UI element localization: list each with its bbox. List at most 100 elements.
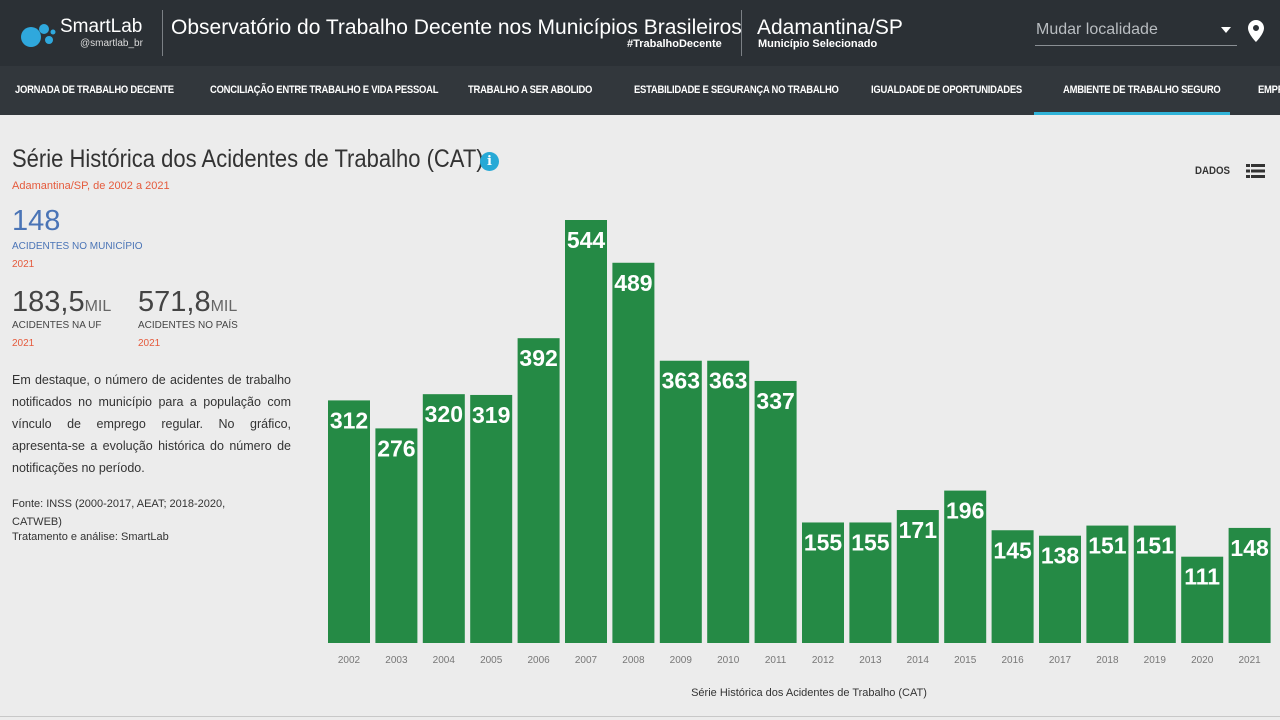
location-select[interactable]: Mudar localidade bbox=[1035, 18, 1237, 46]
bar-2014[interactable] bbox=[896, 510, 939, 643]
kpi-pais-unit: MIL bbox=[210, 298, 238, 315]
kpi-uf-year: 2021 bbox=[12, 338, 35, 349]
kpi-pais-value: 571,8 bbox=[138, 286, 211, 318]
x-tick-label: 2007 bbox=[575, 655, 598, 666]
bar-2011[interactable] bbox=[754, 380, 797, 643]
x-tick-label: 2003 bbox=[385, 655, 408, 666]
nav-tab-ambiente-seguro[interactable]: AMBIENTE DE TRABALHO SEGURO bbox=[1063, 84, 1221, 96]
kpi-pais-year: 2021 bbox=[138, 338, 161, 349]
bar-value-label: 148 bbox=[1230, 535, 1269, 561]
header-divider bbox=[162, 10, 163, 56]
data-view-label[interactable]: DADOS bbox=[1195, 165, 1230, 177]
caret-down-icon bbox=[1221, 27, 1231, 33]
bar-2019[interactable] bbox=[1133, 525, 1176, 643]
bar-value-label: 320 bbox=[425, 401, 463, 427]
x-tick-label: 2006 bbox=[527, 655, 550, 666]
active-tab-indicator bbox=[1034, 112, 1230, 115]
bar-2021[interactable] bbox=[1228, 527, 1271, 643]
nav-tab-jornada[interactable]: JORNADA DE TRABALHO DECENTE bbox=[15, 84, 174, 96]
bar-2015[interactable] bbox=[944, 490, 987, 643]
treatment-text: Tratamento e análise: SmartLab bbox=[12, 531, 169, 543]
x-tick-label: 2013 bbox=[859, 655, 882, 666]
x-tick-label: 2005 bbox=[480, 655, 503, 666]
bar-value-label: 196 bbox=[946, 498, 984, 524]
x-tick-label: 2020 bbox=[1191, 655, 1214, 666]
nav-tab-conciliacao[interactable]: CONCILIAÇÃO ENTRE TRABALHO E VIDA PESSOA… bbox=[210, 84, 439, 96]
kpi-uf-label: ACIDENTES NA UF bbox=[12, 320, 102, 331]
x-tick-label: 2017 bbox=[1049, 655, 1072, 666]
x-tick-label: 2019 bbox=[1144, 655, 1167, 666]
x-axis-title: Série Histórica dos Acidentes de Trabalh… bbox=[691, 687, 927, 699]
selected-city-label: Município Selecionado bbox=[758, 38, 878, 50]
header-divider bbox=[741, 10, 742, 56]
x-tick-label: 2009 bbox=[670, 655, 693, 666]
smartlab-logo[interactable]: SmartLab @smartlab_br bbox=[20, 16, 160, 52]
x-tick-label: 2016 bbox=[1001, 655, 1024, 666]
bar-value-label: 171 bbox=[899, 517, 938, 543]
kpi-municipio-year: 2021 bbox=[12, 259, 35, 270]
x-tick-label: 2002 bbox=[338, 655, 361, 666]
bar-2012[interactable] bbox=[802, 522, 844, 643]
x-tick-label: 2004 bbox=[433, 655, 456, 666]
bar-value-label: 392 bbox=[519, 345, 557, 371]
x-tick-label: 2008 bbox=[622, 655, 645, 666]
kpi-municipio-label: ACIDENTES NO MUNICÍPIO bbox=[12, 241, 143, 252]
bar-value-label: 544 bbox=[567, 227, 606, 253]
x-tick-label: 2011 bbox=[765, 655, 787, 666]
kpi-pais: 571,8MIL bbox=[138, 286, 237, 319]
x-tick-label: 2021 bbox=[1238, 655, 1261, 666]
bar-value-label: 319 bbox=[472, 402, 510, 428]
bar-2009[interactable] bbox=[659, 360, 702, 643]
kpi-uf-unit: MIL bbox=[84, 298, 112, 315]
bar-2018[interactable] bbox=[1086, 525, 1129, 643]
description-text: Em destaque, o número de acidentes de tr… bbox=[12, 373, 291, 475]
bar-value-label: 312 bbox=[330, 407, 368, 433]
bar-2010[interactable] bbox=[707, 360, 750, 643]
nav-tab-trabalho-abolido[interactable]: TRABALHO A SER ABOLIDO bbox=[468, 84, 593, 96]
kpi-uf: 183,5MIL bbox=[12, 286, 111, 319]
source-text: Fonte: INSS (2000-2017, AEAT; 2018-2020,… bbox=[12, 498, 226, 528]
bar-value-label: 363 bbox=[709, 368, 747, 394]
kpi-municipio-value: 148 bbox=[12, 205, 61, 237]
section-subtitle: Adamantina/SP, de 2002 a 2021 bbox=[12, 180, 170, 192]
bar-2005[interactable] bbox=[470, 394, 513, 643]
info-icon[interactable]: i bbox=[480, 152, 499, 171]
bar-value-label: 489 bbox=[614, 270, 652, 296]
accidents-bar-chart: 312 2002 276 2003 320 2004 319 2005 392 2006 544 20… bbox=[328, 220, 1271, 699]
location-placeholder: Mudar localidade bbox=[1036, 21, 1158, 38]
observatory-title: Observatório do Trabalho Decente nos Mun… bbox=[171, 16, 742, 39]
bar-value-label: 276 bbox=[377, 435, 415, 461]
x-tick-label: 2015 bbox=[954, 655, 977, 666]
bar-2002[interactable] bbox=[328, 400, 370, 643]
bar-value-label: 363 bbox=[662, 368, 700, 394]
selected-city: Adamantina/SP bbox=[757, 16, 903, 39]
bar-2007[interactable] bbox=[565, 220, 607, 643]
nav-tab-emprego[interactable]: EMPR bbox=[1258, 84, 1280, 96]
kpi-uf-value: 183,5 bbox=[12, 286, 85, 318]
bar-2020[interactable] bbox=[1181, 556, 1224, 643]
x-tick-label: 2010 bbox=[717, 655, 740, 666]
bar-2016[interactable] bbox=[991, 530, 1034, 643]
bar-2006[interactable] bbox=[517, 338, 560, 643]
bar-value-label: 138 bbox=[1041, 543, 1080, 569]
list-view-icon[interactable] bbox=[1246, 164, 1265, 178]
x-tick-label: 2018 bbox=[1096, 655, 1119, 666]
bar-2013[interactable] bbox=[849, 522, 892, 643]
bar-value-label: 151 bbox=[1088, 533, 1127, 559]
bar-2017[interactable] bbox=[1039, 535, 1081, 643]
smartlab-logo-icon bbox=[21, 24, 56, 47]
observatory-hashtag: #TrabalhoDecente bbox=[627, 38, 722, 50]
bar-2004[interactable] bbox=[422, 394, 465, 643]
x-tick-label: 2012 bbox=[812, 655, 835, 666]
location-pin-icon[interactable] bbox=[1248, 20, 1264, 42]
bar-value-label: 337 bbox=[756, 388, 794, 414]
x-tick-label: 2014 bbox=[907, 655, 930, 666]
bar-2008[interactable] bbox=[612, 262, 655, 643]
nav-tab-igualdade[interactable]: IGUALDADE DE OPORTUNIDADES bbox=[871, 84, 1022, 96]
logo-name: SmartLab bbox=[60, 16, 143, 37]
bar-value-label: 111 bbox=[1184, 564, 1220, 590]
bar-value-label: 155 bbox=[804, 529, 843, 555]
header-bar: SmartLab @smartlab_br Observatório do Tr… bbox=[0, 0, 1280, 66]
nav-tab-estabilidade[interactable]: ESTABILIDADE E SEGURANÇA NO TRABALHO bbox=[634, 84, 839, 96]
bar-2003[interactable] bbox=[375, 428, 418, 643]
